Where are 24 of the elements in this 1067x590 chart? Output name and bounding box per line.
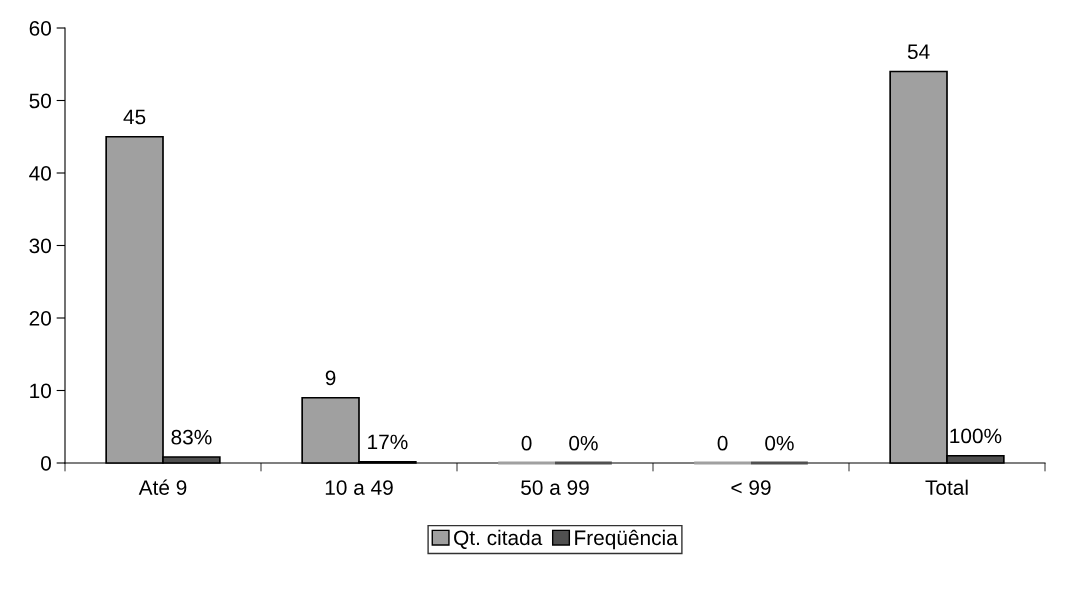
legend-label: Freqüência bbox=[575, 529, 678, 550]
x-tick-label: 50 a 99 bbox=[521, 480, 589, 495]
data-label: 0 bbox=[717, 435, 728, 451]
x-tick-label: Até 9 bbox=[138, 479, 187, 495]
y-tick-label: 50 bbox=[29, 93, 51, 109]
legend-label: Qt. citada bbox=[454, 529, 543, 549]
y-tick-label: 60 bbox=[29, 21, 51, 36]
data-label: 83% bbox=[171, 429, 212, 445]
y-tick-label: 10 bbox=[30, 383, 51, 399]
y-tick-label: 0 bbox=[41, 456, 51, 471]
data-label: 0% bbox=[569, 435, 598, 451]
y-tick-label: 20 bbox=[29, 311, 51, 326]
x-tick-label: < 99 bbox=[731, 480, 771, 495]
data-label: 17% bbox=[368, 434, 408, 450]
data-label: 0 bbox=[521, 435, 532, 451]
data-label: 0% bbox=[765, 435, 794, 451]
data-label: 100% bbox=[950, 428, 1002, 444]
data-label: 54 bbox=[907, 44, 930, 60]
data-label: 45 bbox=[123, 109, 146, 125]
data-label: 9 bbox=[325, 370, 336, 386]
x-tick-label: Total bbox=[925, 479, 968, 495]
y-tick-label: 30 bbox=[29, 238, 51, 254]
y-tick-label: 40 bbox=[29, 166, 51, 181]
x-tick-label: 10 a 49 bbox=[325, 480, 393, 495]
